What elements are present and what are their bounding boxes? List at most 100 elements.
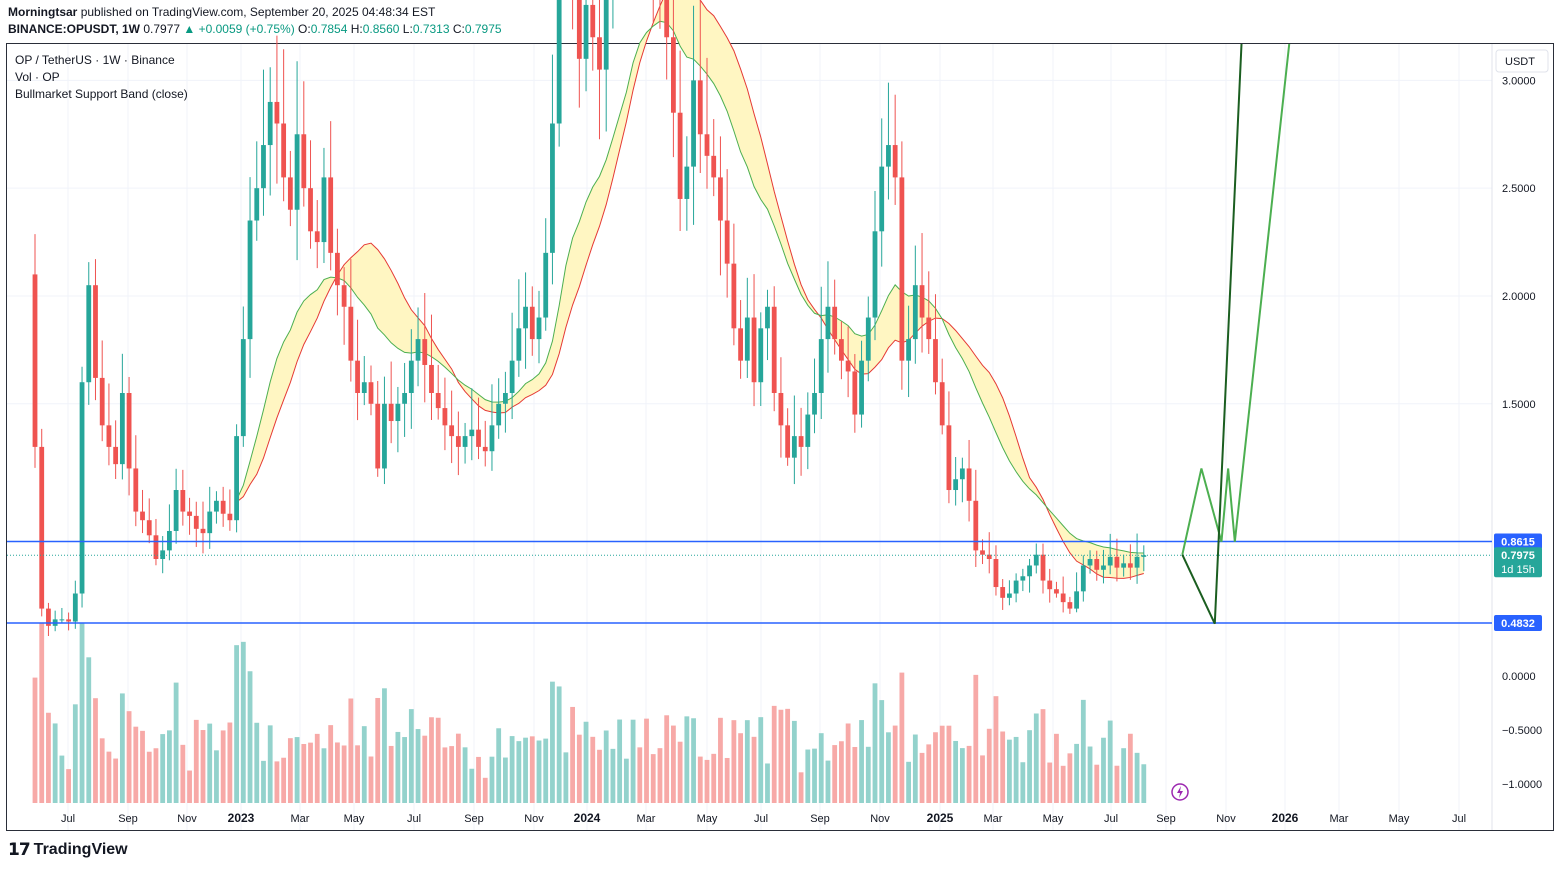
volume-bar [375, 697, 381, 803]
volume-bar [778, 709, 784, 803]
volume-bar [52, 723, 58, 803]
volume-bar [1027, 730, 1032, 803]
volume-bar [1121, 748, 1127, 803]
volume-bar [751, 736, 757, 803]
author-name[interactable]: Morningtsar [8, 5, 78, 19]
volume-bar [1087, 746, 1093, 803]
volume-bar [449, 746, 455, 803]
y-tick-label: −0.5000 [1502, 725, 1542, 737]
candle-body [765, 306, 770, 329]
candle-body [1074, 591, 1079, 609]
volume-bar [919, 752, 925, 803]
candle-body [469, 429, 475, 437]
volume-bar [1127, 733, 1133, 803]
volume-bar [382, 688, 387, 803]
candle-body [429, 364, 434, 393]
candle-body [294, 134, 300, 210]
x-tick-label: Sep [1156, 813, 1176, 825]
volume-bar [59, 755, 65, 803]
volume-bar [697, 756, 703, 803]
volume-bar [93, 698, 98, 803]
candle-body [959, 468, 965, 480]
volume-bar [126, 711, 132, 803]
symbol-info: BINANCE:OPUSDT, 1W 0.7977 ▲ +0.0059 (+0.… [8, 21, 502, 37]
candle-body [167, 530, 172, 551]
candle-body [744, 317, 750, 361]
volume-bar [704, 759, 710, 803]
candle-body [912, 285, 918, 340]
candle-body [1007, 593, 1012, 598]
volume-bar [72, 704, 78, 803]
volume-bar [1013, 736, 1019, 803]
candle-body [1000, 587, 1006, 598]
candle-body [1087, 559, 1093, 566]
candle-body [99, 377, 105, 426]
volume-bar [576, 734, 582, 803]
last-price: 0.7977 [143, 22, 181, 36]
x-tick-label: May [344, 813, 365, 825]
x-tick-label: Mar [291, 813, 310, 825]
volume-bar [852, 746, 858, 803]
volume-bar [462, 747, 468, 803]
candle-body [46, 608, 51, 626]
candle-body [1101, 565, 1106, 570]
candle-body [261, 145, 266, 189]
candle-body [254, 188, 260, 221]
candle-body [160, 550, 166, 560]
volume-bar [865, 746, 871, 803]
volume-bar [133, 726, 139, 803]
candle-body [388, 403, 394, 422]
volume-bar [765, 763, 770, 803]
volume-bar [650, 754, 656, 803]
volume-bar [469, 768, 475, 803]
volume-bar [1094, 764, 1100, 803]
y-tick-label: 2.5000 [1502, 183, 1536, 195]
volume-bar [489, 756, 495, 803]
volume-bar [724, 757, 730, 803]
volume-bar [785, 708, 791, 803]
volume-bar [516, 741, 522, 803]
candle-body [1067, 602, 1073, 609]
volume-bar [966, 745, 972, 803]
candle-body [227, 513, 233, 521]
legend-title[interactable]: OP / TetherUS · 1W · Binance [15, 53, 175, 67]
candle-body [86, 285, 92, 383]
candle-body [859, 360, 864, 415]
candle-body [711, 155, 717, 178]
candle-body [321, 177, 327, 243]
volume-bar [1141, 764, 1147, 803]
candle-body [691, 80, 696, 167]
volume-bar [980, 755, 985, 803]
volume-bar [1020, 762, 1026, 803]
volume-bar [234, 645, 239, 803]
x-tick-label: May [1043, 813, 1064, 825]
candle-body [1080, 565, 1086, 592]
legend-volume[interactable]: Vol · OP [15, 70, 60, 84]
volume-bar [953, 740, 959, 803]
legend-indicator[interactable]: Bullmarket Support Band (close) [15, 87, 188, 101]
volume-bar [247, 671, 253, 803]
volume-bar [536, 740, 542, 803]
candle-body [664, 0, 670, 38]
candle-body [455, 436, 461, 447]
candle-body [812, 392, 817, 415]
y-tick-label: 0.0000 [1502, 671, 1536, 683]
candle-body [529, 306, 535, 340]
volume-bar [140, 730, 145, 803]
currency-button[interactable] [1495, 49, 1549, 73]
volume-bar [959, 748, 965, 803]
price-change: ▲ +0.0059 (+0.75%) [183, 22, 295, 36]
volume-bar [791, 720, 797, 803]
y-tick-label: 1.5000 [1502, 399, 1536, 411]
volume-bar [677, 741, 683, 803]
volume-bar [1033, 713, 1039, 803]
volume-bar [274, 761, 280, 803]
tradingview-logo[interactable]: 𝟭𝟳 TradingView [8, 840, 128, 860]
volume-bar [1101, 737, 1106, 803]
candle-body [462, 436, 468, 447]
volume-bar [872, 683, 878, 803]
symbol-name: BINANCE:OPUSDT, 1W [8, 22, 141, 36]
candle-body [1114, 556, 1120, 568]
candle-body [926, 317, 932, 340]
